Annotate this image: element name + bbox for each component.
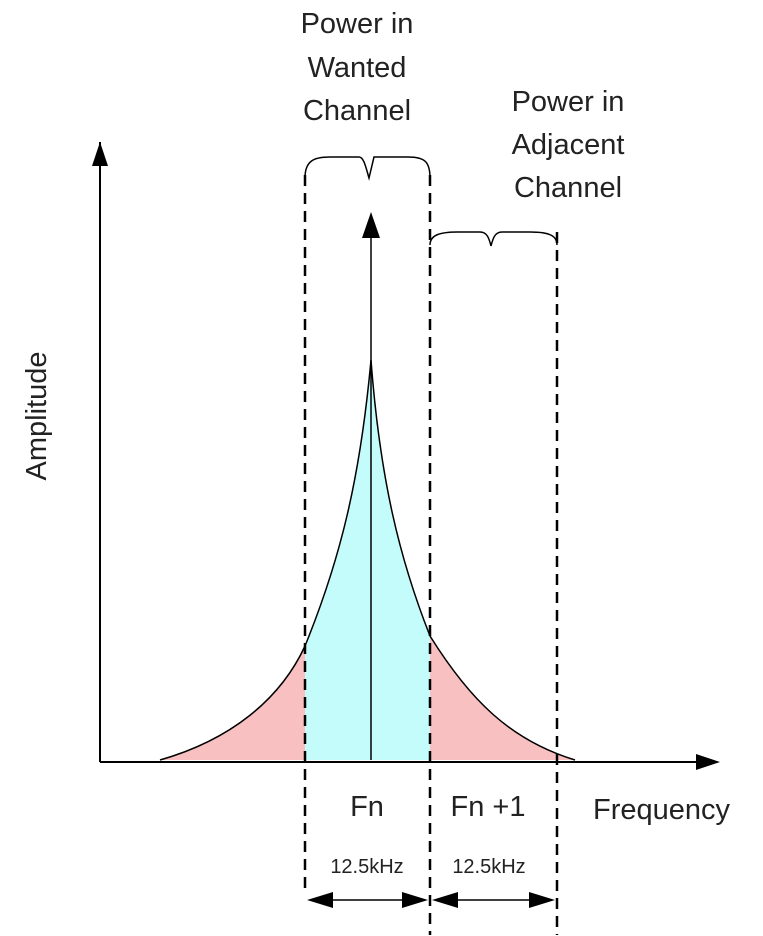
y-axis-arrow-icon: [92, 142, 108, 166]
adjacent-bandwidth-label: 12.5kHz: [452, 856, 525, 878]
wanted-bandwidth-label: 12.5kHz: [330, 856, 403, 878]
adjacent-channel-brace: [429, 231, 558, 247]
left-skirt-region: [160, 646, 305, 760]
adjacent-bandwidth-right-arrowhead-icon: [529, 892, 555, 908]
wanted-label-line-3: Channel: [303, 95, 411, 127]
wanted-channel-label: Fn: [350, 791, 384, 823]
x-axis-arrow-icon: [696, 754, 720, 770]
adjacent-label-line-2: Adjacent: [512, 129, 625, 161]
adjacent-label-line-1: Power in: [512, 86, 625, 118]
adjacent-channel-label: Fn +1: [451, 791, 526, 823]
x-axis-label: Frequency: [593, 794, 731, 826]
wanted-bandwidth-right-arrowhead-icon: [402, 892, 428, 908]
adjacent-label-line-3: Channel: [514, 172, 622, 204]
wanted-label-line-2: Wanted: [308, 52, 407, 84]
wanted-channel-brace: [304, 156, 431, 181]
wanted-bandwidth-left-arrowhead-icon: [307, 892, 333, 908]
wanted-channel-region: [305, 360, 430, 760]
wanted-label-line-1: Power in: [301, 8, 414, 40]
adjacent-channel-region: [430, 636, 575, 760]
carrier-arrow-icon: [362, 212, 380, 238]
adjacent-bandwidth-left-arrowhead-icon: [432, 892, 458, 908]
y-axis-label: Amplitude: [21, 352, 53, 481]
